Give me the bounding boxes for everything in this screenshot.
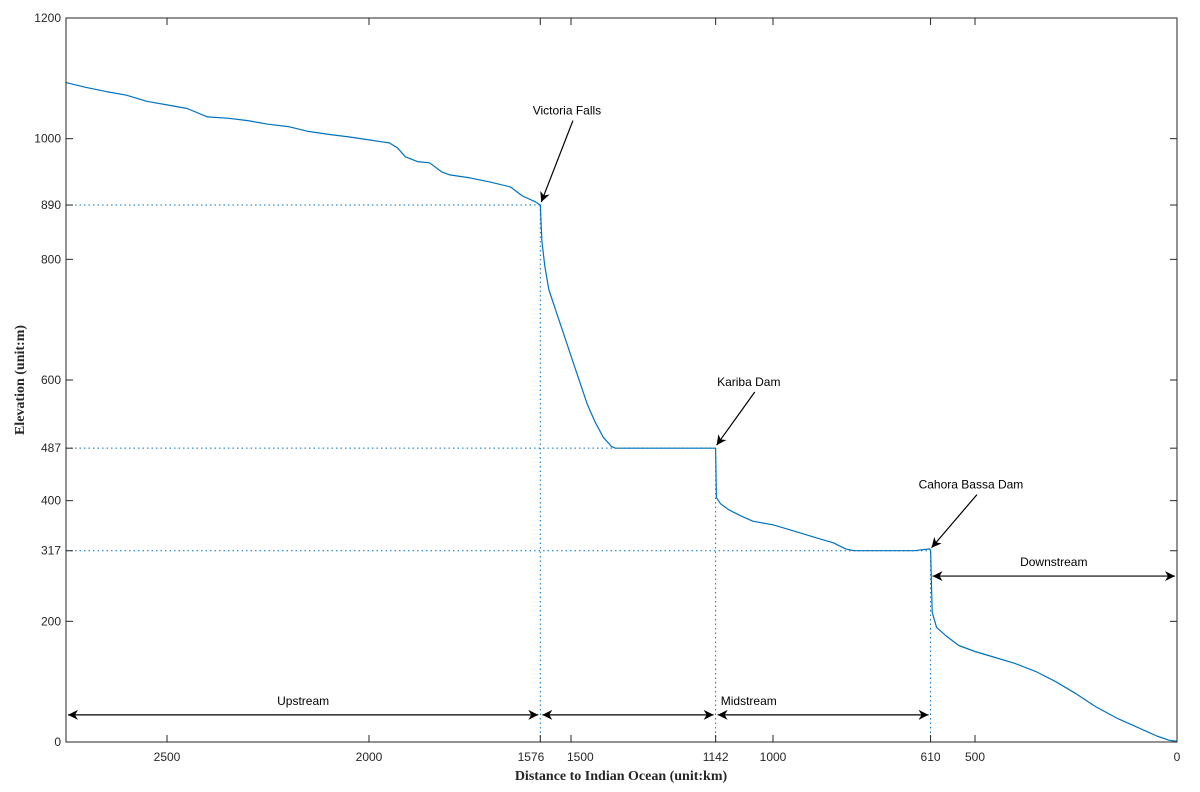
y-tick-label-1000: 1000: [34, 132, 61, 146]
annotation-label-cahora-bassa-dam: Cahora Bassa Dam: [919, 478, 1024, 492]
annotation-arrow-kariba-dam: [716, 391, 756, 446]
x-axis-title: Distance to Indian Ocean (unit:km): [515, 769, 728, 784]
annotation-arrow-cahora-bassa-dam: [931, 494, 978, 549]
series-layer: [65, 82, 1178, 742]
y-tick-label-890: 890: [41, 198, 61, 212]
y-tick-label-487: 487: [41, 441, 61, 455]
segment-label-upstream: Upstream: [277, 694, 329, 708]
axis-ticks: 2500 2000 1576 1500 1142 1000 610 500 0 0 200 317 40…: [34, 11, 1180, 764]
x-tick-label-2000: 2000: [356, 750, 383, 764]
y-axis-title: Elevation (unit:m): [13, 325, 28, 435]
y-tick-label-317: 317: [41, 544, 61, 558]
segment-label-downstream: Downstream: [1020, 555, 1087, 569]
y-tick-label-1200: 1200: [34, 11, 61, 25]
y-tick-label-800: 800: [41, 252, 61, 266]
x-tick-label-500: 500: [965, 750, 985, 764]
x-tick-label-1500: 1500: [567, 750, 594, 764]
plot-area: [66, 18, 1177, 742]
x-tick-label-610: 610: [921, 750, 941, 764]
x-tick-label-1000: 1000: [760, 750, 787, 764]
segment-arrows: Upstream Midstream Downstream: [68, 555, 1175, 720]
x-tick-label-0: 0: [1174, 750, 1181, 764]
y-tick-label-200: 200: [41, 614, 61, 628]
y-tick-label-600: 600: [41, 373, 61, 387]
series-line-elevation: [65, 82, 1178, 742]
annotation-label-victoria-falls: Victoria Falls: [533, 104, 601, 118]
annotation-arrow-victoria-falls: [540, 120, 574, 203]
x-tick-label-2500: 2500: [154, 750, 181, 764]
annotations: Victoria Falls Kariba Dam Cahora Bassa Dam: [533, 104, 1024, 549]
x-tick-label-1142: 1142: [703, 750, 729, 764]
y-tick-label-0: 0: [54, 735, 61, 749]
segment-label-midstream: Midstream: [721, 694, 777, 708]
y-tick-label-400: 400: [41, 494, 61, 508]
annotation-label-kariba-dam: Kariba Dam: [717, 375, 780, 389]
reference-lines: [66, 204, 932, 742]
x-tick-label-1576: 1576: [518, 750, 545, 764]
